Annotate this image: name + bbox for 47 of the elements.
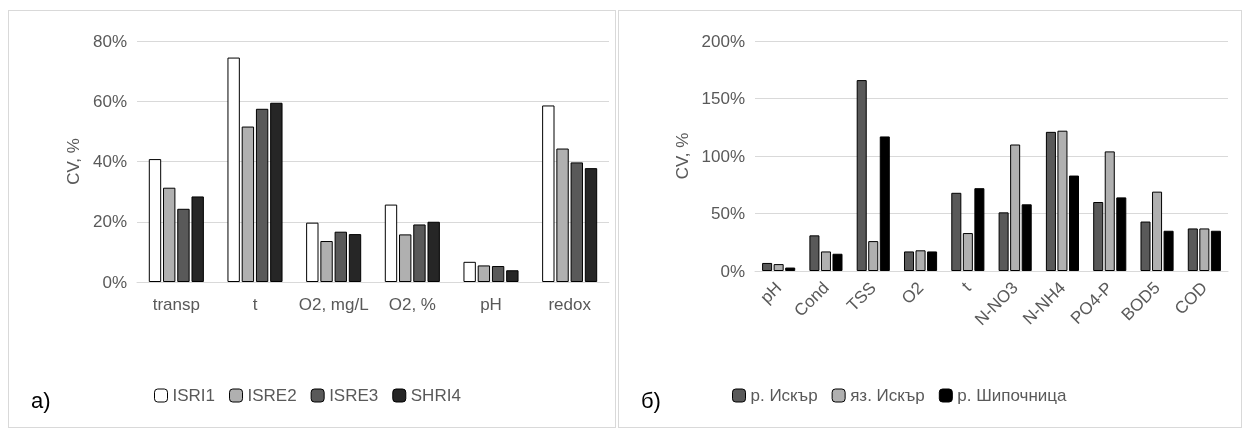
legend-label: р. Шипочница <box>957 386 1068 405</box>
bar <box>148 159 162 282</box>
y-tick-label: 150% <box>701 89 745 108</box>
y-tick-label: 60% <box>92 91 127 111</box>
bar <box>255 108 269 282</box>
y-tick-label: 200% <box>701 31 745 51</box>
bar <box>506 270 519 282</box>
y-axis-title: CV, % <box>672 132 692 180</box>
bar <box>463 261 476 282</box>
text: a) <box>31 387 51 413</box>
x-tick-label: pH <box>480 295 502 314</box>
bar <box>879 136 890 271</box>
x-tick-label: t <box>957 278 975 296</box>
bar <box>1093 202 1104 271</box>
bar <box>1021 204 1032 271</box>
bar <box>951 192 962 271</box>
bar <box>584 168 598 282</box>
bar <box>477 265 491 282</box>
y-tick-label: 80% <box>92 31 127 51</box>
x-tick-label: O2, mg/L <box>298 295 369 314</box>
bar <box>241 126 255 282</box>
y-tick-label: 0% <box>720 261 745 281</box>
y-tick-label: 50% <box>710 204 745 223</box>
x-tick-label: O2, % <box>388 295 436 314</box>
x-tick-label: O2 <box>897 278 928 308</box>
y-tick-label: 100% <box>701 146 745 166</box>
y-tick-label: 0% <box>102 272 127 292</box>
legend-label: SHRI4 <box>410 386 461 405</box>
y-tick-label: 40% <box>92 152 127 171</box>
x-tick-label: redox <box>548 295 592 314</box>
x-tick-label: pH <box>756 278 786 308</box>
legend-label: яз. Искър <box>850 386 925 405</box>
legend-label: ISRI1 <box>172 386 216 405</box>
bar <box>348 234 362 282</box>
bar <box>384 204 398 282</box>
legend-label: ISRE2 <box>247 386 297 405</box>
x-tick-label: TSS <box>843 278 880 316</box>
y-tick-label: 20% <box>92 212 127 232</box>
bar <box>491 266 505 282</box>
y-axis-title: CV, % <box>64 138 84 185</box>
bar <box>270 102 283 282</box>
legend-label: ISRE3 <box>329 386 379 405</box>
x-tick-label: t <box>252 295 258 314</box>
bar <box>227 57 240 282</box>
text: б) <box>641 387 661 413</box>
x-tick-label: transp <box>152 295 200 314</box>
legend-label: р. Искър <box>750 386 818 405</box>
